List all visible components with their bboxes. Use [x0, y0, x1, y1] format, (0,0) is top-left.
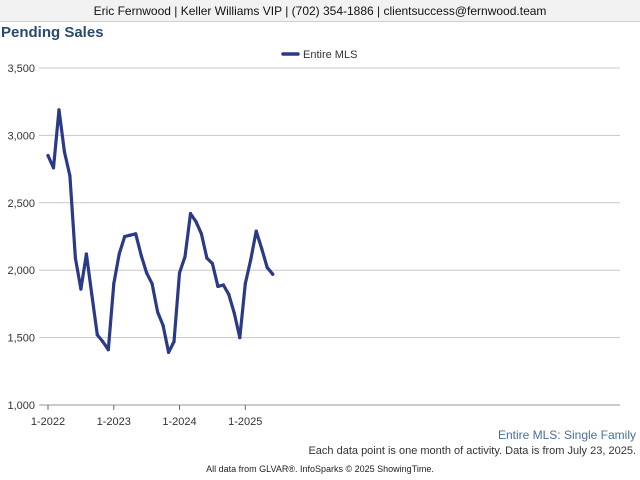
axes: 1,000 1,500 2,000 2,500 3,000 3,500 1-2022 1-20… — [7, 63, 262, 428]
data-point — [145, 271, 149, 275]
data-point — [188, 211, 193, 216]
y-tick-label: 1,500 — [7, 333, 35, 345]
contact-line: Eric Fernwood | Keller Williams VIP | (7… — [93, 3, 547, 18]
data-point — [265, 265, 269, 270]
series-line-entire-mls — [46, 108, 275, 354]
credits-line: All data from GLVAR®. InfoSparks © 2025 … — [206, 464, 434, 474]
data-point — [238, 336, 242, 340]
y-tick-label: 3,500 — [7, 63, 35, 75]
data-point — [161, 323, 165, 328]
chart-title: Pending Sales — [1, 24, 104, 41]
data-point — [90, 292, 94, 297]
data-point — [46, 154, 50, 158]
data-point — [183, 255, 187, 259]
data-point — [139, 253, 143, 257]
data-point — [51, 166, 56, 170]
data-point — [150, 282, 154, 286]
y-tick-label: 3,000 — [7, 130, 35, 142]
data-point — [68, 174, 72, 178]
legend: Entire MLS — [281, 49, 357, 61]
legend-label: Entire MLS — [303, 49, 357, 61]
data-point — [221, 283, 225, 287]
data-point — [260, 247, 264, 251]
series-layer — [46, 108, 275, 355]
y-tick-label: 2,500 — [7, 198, 35, 210]
data-point — [112, 282, 116, 286]
data-point — [117, 252, 121, 256]
data-point — [79, 287, 83, 291]
data-point — [271, 272, 275, 276]
data-point — [172, 340, 176, 344]
gridlines — [39, 67, 620, 406]
data-point — [106, 348, 110, 352]
chart-subtitle: Entire MLS: Single Family — [497, 428, 636, 442]
data-point — [232, 311, 236, 315]
data-point — [57, 108, 61, 112]
x-tick-label: 1-2023 — [97, 416, 131, 428]
data-point — [194, 220, 198, 224]
data-note: Each data point is one month of activity… — [308, 445, 636, 457]
x-tick-label: 1-2024 — [162, 416, 196, 428]
data-point — [134, 232, 138, 236]
data-point — [177, 271, 182, 275]
data-point — [123, 234, 127, 239]
data-point — [62, 149, 67, 154]
x-tick-label: 1-2022 — [31, 416, 65, 428]
data-point — [128, 233, 132, 237]
data-point — [101, 340, 105, 344]
data-point — [73, 256, 77, 260]
data-point — [205, 256, 209, 260]
contact-header: Eric Fernwood | Keller Williams VIP | (7… — [0, 0, 640, 22]
data-point — [84, 252, 88, 256]
data-point — [254, 229, 258, 233]
data-point — [199, 232, 204, 236]
y-tick-label: 1,000 — [7, 400, 35, 412]
data-point — [156, 310, 160, 314]
data-point — [166, 350, 171, 355]
data-point — [249, 257, 253, 262]
data-point — [95, 333, 99, 337]
y-tick-label: 2,000 — [7, 265, 35, 277]
data-point — [243, 282, 247, 286]
x-tick-label: 1-2025 — [228, 416, 262, 428]
data-point — [227, 292, 231, 297]
data-point — [210, 261, 214, 266]
data-point — [216, 284, 220, 288]
